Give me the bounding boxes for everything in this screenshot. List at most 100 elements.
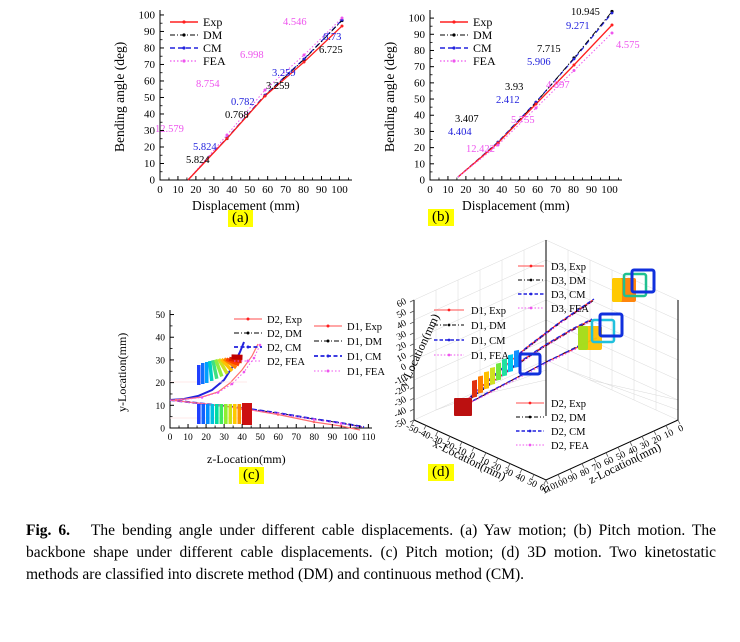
tick-label: 70	[550, 184, 562, 196]
tick-mark	[545, 479, 549, 485]
panel-d-legend-d3: D3, Exp D3, DM D3, CM D3, FEA	[518, 262, 589, 315]
tick-label: 70	[144, 59, 156, 71]
tick-mark	[409, 419, 415, 423]
tick-mark	[435, 430, 439, 436]
annot-a-4: 8.754	[196, 79, 220, 90]
panel-d-legend-d3-exp: D3, Exp	[551, 262, 586, 273]
tick-mark	[409, 343, 415, 346]
panel-d-legend-d2-fea: D2, FEA	[551, 441, 589, 452]
tick-mark	[411, 419, 415, 425]
tick-label: 60	[537, 483, 550, 496]
annot-a-3: 5.824	[186, 155, 210, 166]
annot-b-5: 2.412	[496, 95, 520, 106]
annot-a-6: 0.768	[225, 110, 249, 121]
tick-mark	[495, 458, 499, 463]
tick-label: -10	[452, 444, 468, 459]
tick-label: 70	[280, 184, 292, 196]
tick-mark	[641, 436, 645, 441]
tick-label: 90	[567, 472, 580, 485]
annot-a-9: 3.259	[266, 81, 290, 92]
panel-d-label: (d)	[428, 464, 454, 482]
annot-b-3: 12.422	[466, 144, 495, 155]
tick-mark	[605, 452, 609, 457]
tick-label: 80	[310, 433, 320, 443]
tick-label: 20	[395, 340, 408, 353]
tick-label: 20	[489, 461, 502, 474]
panel-d-legend-d1-exp: D1, Exp	[471, 306, 506, 317]
tick-label: 10	[172, 184, 184, 196]
tick-label: 40	[395, 319, 408, 332]
tick-label: 40	[627, 444, 640, 457]
tick-label: 0	[400, 362, 409, 373]
tick-label: 10	[144, 158, 156, 170]
tick-label: 50	[244, 184, 256, 196]
tick-label: 10	[477, 455, 490, 468]
tick-label: 100	[331, 184, 348, 196]
annot-b-12: 4.575	[616, 40, 640, 51]
panel-d-legend-d1-dm: D1, DM	[471, 321, 507, 332]
tick-label: 0	[677, 424, 686, 435]
tick-label: 40	[513, 472, 526, 485]
tick-label: 40	[237, 433, 247, 443]
tick-label: 10	[156, 402, 166, 412]
annot-b-1: 3.407	[455, 114, 479, 125]
tick-label: 30	[144, 125, 156, 137]
tick-label: 90	[144, 26, 156, 38]
tick-mark	[557, 474, 561, 479]
panel-b-series	[457, 9, 614, 178]
annot-a-2: 5.824	[193, 142, 217, 153]
tick-label: 80	[568, 184, 580, 196]
tick-label: 100	[139, 9, 156, 21]
tick-label: 50	[615, 450, 628, 463]
tick-mark	[677, 419, 681, 425]
tick-label: 0	[427, 184, 433, 196]
annot-b-7: 7.715	[537, 44, 561, 55]
tick-label: 10	[663, 428, 676, 441]
panel-d-backbone-shape-2	[578, 312, 624, 350]
tick-label: 70	[292, 433, 302, 443]
tick-mark	[653, 430, 657, 436]
tick-label: 20	[156, 379, 166, 389]
tick-label: 110	[361, 433, 375, 443]
panel-c-xlabel: z-Location(mm)	[207, 452, 286, 466]
tick-mark	[409, 376, 415, 379]
tick-label: 50	[144, 92, 156, 104]
tick-label: 90	[316, 184, 328, 196]
tick-mark	[409, 365, 415, 368]
panel-a-legend-cm: CM	[203, 41, 222, 55]
tick-mark	[409, 354, 415, 357]
tick-label: 90	[414, 29, 426, 41]
panel-a-xlabel: Displacement (mm)	[192, 198, 300, 213]
tick-label: 80	[579, 466, 592, 479]
tick-label: 30	[639, 439, 652, 452]
tick-mark	[409, 408, 415, 412]
annot-a-5: 0.782	[231, 97, 255, 108]
tick-label: 60	[603, 455, 616, 468]
panel-b-legend-exp: Exp	[473, 15, 492, 29]
tick-mark	[629, 441, 633, 446]
tick-label: 0	[150, 175, 156, 187]
tick-mark	[447, 436, 451, 441]
panel-c-legend-d1-exp: D1, Exp	[347, 322, 382, 333]
tick-label: 80	[414, 45, 426, 57]
panel-d-legend-d3-fea: D3, FEA	[551, 304, 589, 315]
panel-d-backbone-shape-1	[454, 349, 542, 416]
panel-a-legend-fea: FEA	[203, 54, 226, 68]
panel-c-label: (c)	[239, 467, 264, 485]
tick-label: 10	[395, 351, 408, 364]
figure-caption: Fig. 6. The bending angle under differen…	[26, 520, 716, 586]
panel-a-chart: Exp DM CM FEA Bending angle (deg) Displa…	[112, 10, 352, 213]
panel-d-legend-d1-cm: D1, CM	[471, 336, 506, 347]
panel-b-xlabel: Displacement (mm)	[462, 198, 570, 213]
panel-d-backbone-shape-3	[612, 268, 656, 302]
tick-label: 50	[255, 433, 265, 443]
tick-label: 10	[442, 184, 454, 196]
panel-d-legend-d2-dm: D2, DM	[551, 413, 587, 424]
annot-a-1: 12.579	[155, 124, 184, 135]
tick-label: 20	[414, 142, 426, 154]
tick-mark	[409, 299, 415, 303]
annot-b-9: 4.897	[546, 80, 570, 91]
tick-label: 50	[514, 184, 526, 196]
